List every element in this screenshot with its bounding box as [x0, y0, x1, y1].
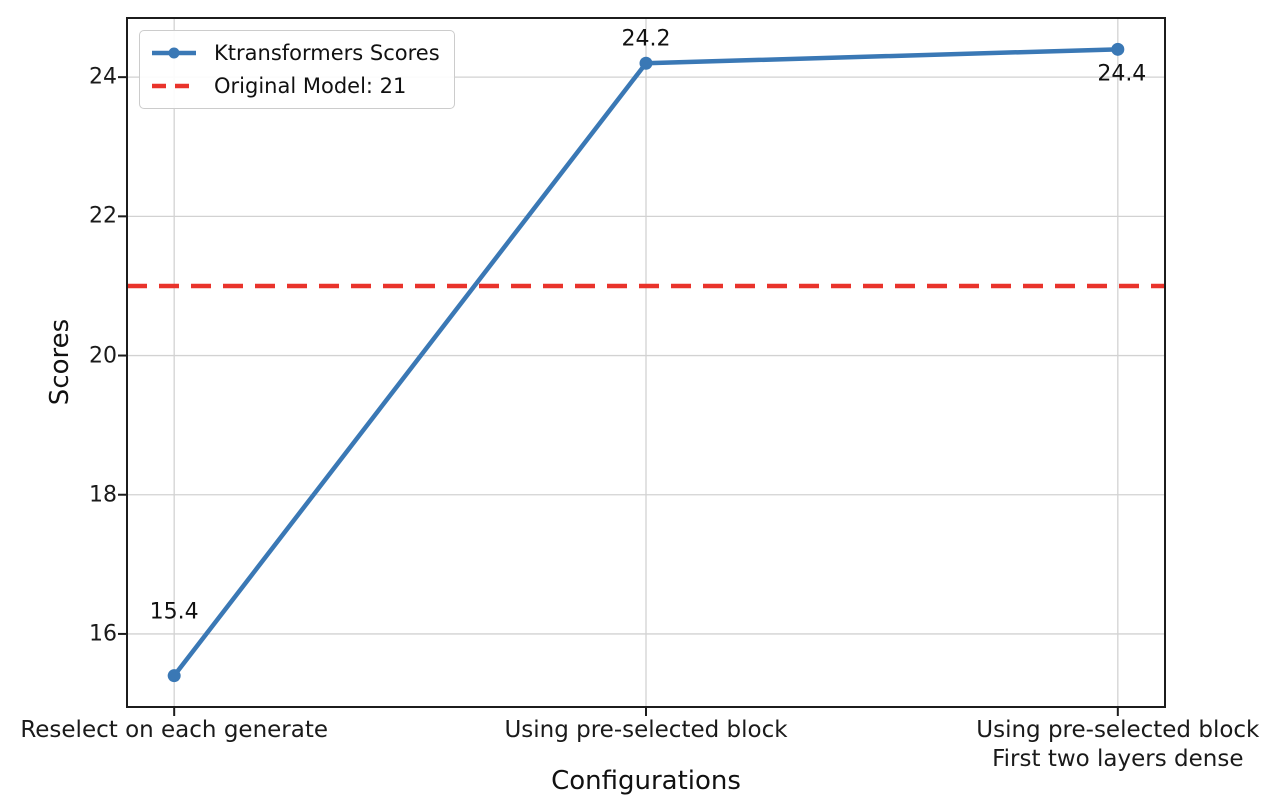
- y-tick-label: 20: [89, 342, 117, 368]
- legend-entry-series: Ktransformers Scores: [150, 40, 440, 66]
- y-tick-label: 16: [89, 621, 117, 647]
- x-tick-label: Reselect on each generate: [20, 717, 329, 743]
- x-tick-label: Using pre-selected block: [504, 717, 788, 743]
- data-label: 24.4: [1097, 61, 1147, 87]
- data-label: 15.4: [149, 599, 199, 625]
- legend-entry-label: Original Model: 21: [214, 74, 407, 98]
- data-point-marker: [1111, 42, 1125, 56]
- x-axis-label: Configurations: [551, 766, 741, 796]
- y-axis-label: Scores: [45, 318, 75, 406]
- x-tick-label: Using pre-selected block First two layers…: [976, 717, 1260, 772]
- legend-entry-label: Ktransformers Scores: [214, 41, 440, 65]
- legend-entry-reference: Original Model: 21: [150, 73, 440, 99]
- legend: Ktransformers Scores Original Model: 21: [139, 30, 455, 109]
- y-tick-label: 22: [89, 203, 117, 229]
- data-label: 24.2: [621, 26, 671, 52]
- data-point-marker: [167, 669, 181, 683]
- data-point-marker: [639, 56, 653, 70]
- line-with-marker-icon: [152, 47, 196, 59]
- y-tick-label: 24: [89, 64, 117, 90]
- y-tick-label: 18: [89, 481, 117, 507]
- dashed-line-icon: [152, 83, 196, 89]
